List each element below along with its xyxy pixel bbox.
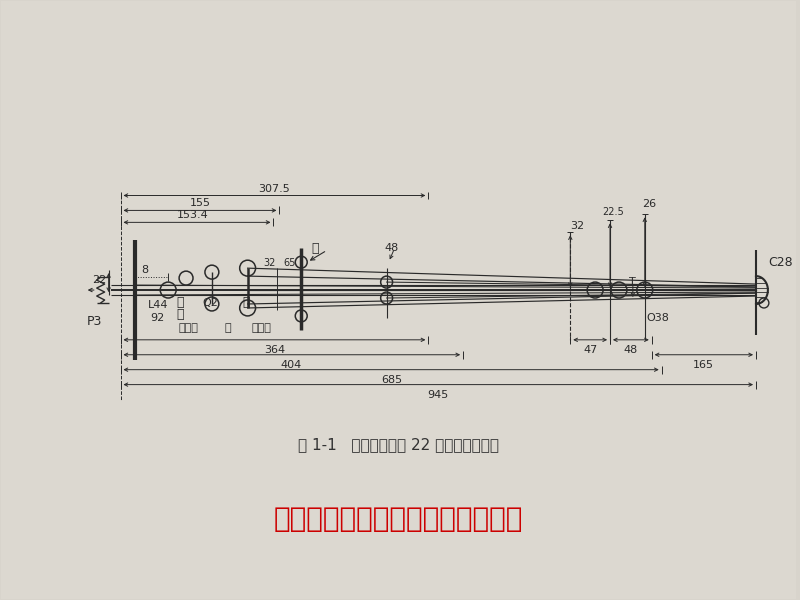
- Text: 92: 92: [150, 313, 164, 323]
- Text: Q2: Q2: [202, 298, 218, 308]
- Text: 65: 65: [283, 258, 296, 268]
- Text: 945: 945: [428, 389, 449, 400]
- Text: 685: 685: [381, 374, 402, 385]
- Text: 165: 165: [693, 359, 714, 370]
- Text: 后止点: 后止点: [251, 323, 271, 333]
- Text: 22.5: 22.5: [602, 208, 624, 217]
- Text: 48: 48: [624, 345, 638, 355]
- Text: 图 1-1   后梁高于胸梁 22 毫米的经位置线: 图 1-1 后梁高于胸梁 22 毫米的经位置线: [298, 437, 499, 452]
- Text: 前止点: 前止点: [178, 323, 198, 333]
- Text: 364: 364: [264, 345, 285, 355]
- Text: 平: 平: [225, 323, 231, 333]
- Text: 22: 22: [93, 275, 107, 285]
- Text: 筱: 筱: [311, 242, 319, 255]
- Text: C28: C28: [768, 256, 793, 269]
- Text: O38: O38: [646, 313, 670, 323]
- Text: 404: 404: [281, 359, 302, 370]
- Text: 307.5: 307.5: [258, 184, 290, 194]
- Text: 边: 边: [176, 296, 184, 310]
- Text: T: T: [630, 277, 636, 287]
- Text: 辉县市鑫达纺织机械配件有限公司: 辉县市鑫达纺织机械配件有限公司: [274, 505, 523, 533]
- Text: 撑: 撑: [176, 308, 184, 322]
- Text: 48: 48: [385, 243, 398, 253]
- Text: P3: P3: [87, 316, 102, 328]
- Text: 26: 26: [642, 199, 656, 209]
- Text: 47: 47: [583, 345, 598, 355]
- Text: 32: 32: [263, 258, 275, 268]
- Text: 32: 32: [570, 221, 584, 232]
- Text: 综: 综: [242, 296, 250, 310]
- Text: 8: 8: [141, 265, 148, 275]
- Text: L44: L44: [148, 300, 169, 310]
- Text: 153.4: 153.4: [177, 211, 209, 220]
- Text: 155: 155: [190, 199, 210, 208]
